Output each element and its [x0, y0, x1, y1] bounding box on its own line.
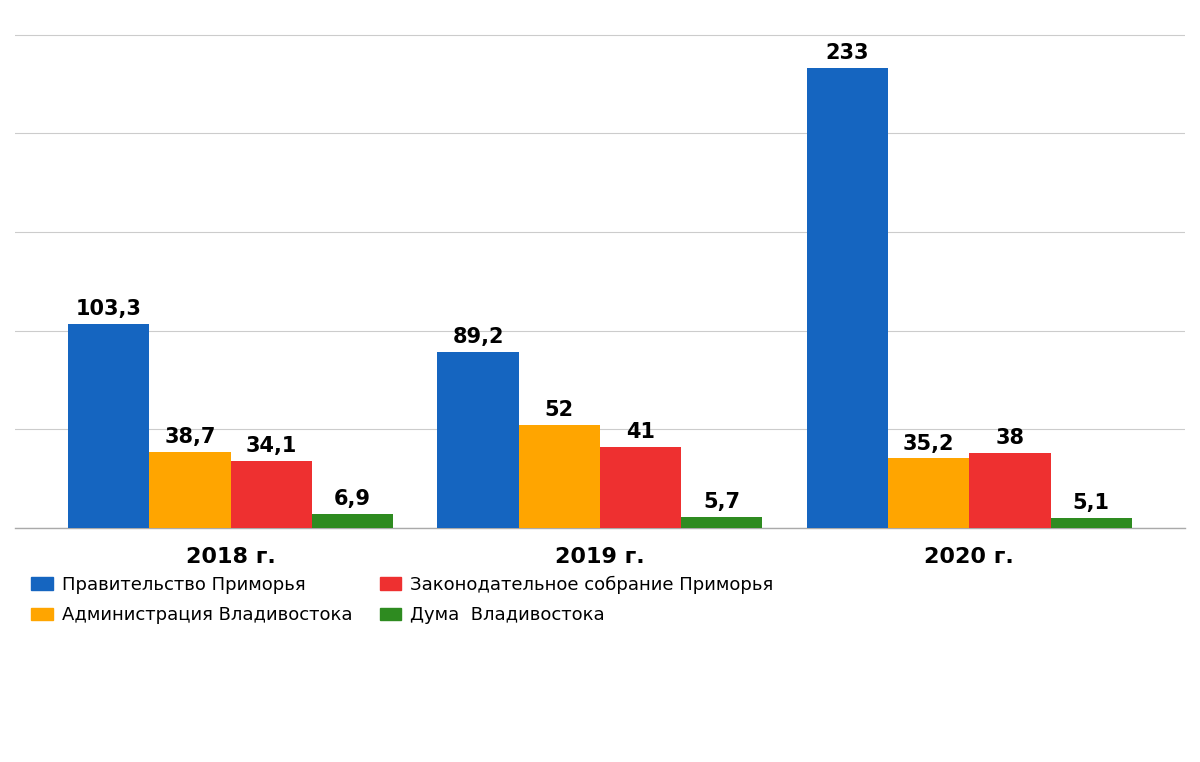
Bar	[806, 69, 888, 528]
Text: 5,7: 5,7	[703, 491, 740, 512]
Text: 6,9: 6,9	[334, 489, 371, 509]
Bar	[230, 460, 312, 528]
Bar	[150, 452, 230, 528]
Text: 34,1: 34,1	[246, 436, 296, 456]
Legend: Правительство Приморья, Администрация Владивостока, Законодательное собрание При: Правительство Приморья, Администрация Вл…	[24, 568, 781, 632]
Text: 89,2: 89,2	[452, 327, 504, 347]
Bar	[970, 453, 1050, 528]
Text: 38,7: 38,7	[164, 427, 216, 447]
Text: 5,1: 5,1	[1073, 493, 1110, 513]
Bar	[518, 425, 600, 528]
Text: 52: 52	[545, 400, 574, 421]
Bar	[600, 447, 682, 528]
Bar	[438, 352, 518, 528]
Bar	[68, 324, 150, 528]
Bar	[888, 459, 970, 528]
Text: 233: 233	[826, 43, 869, 63]
Text: 38: 38	[996, 428, 1025, 448]
Text: 41: 41	[626, 422, 655, 442]
Text: 35,2: 35,2	[902, 434, 954, 453]
Bar	[682, 517, 762, 528]
Bar	[1050, 518, 1132, 528]
Bar	[312, 514, 394, 528]
Text: 103,3: 103,3	[76, 299, 142, 319]
